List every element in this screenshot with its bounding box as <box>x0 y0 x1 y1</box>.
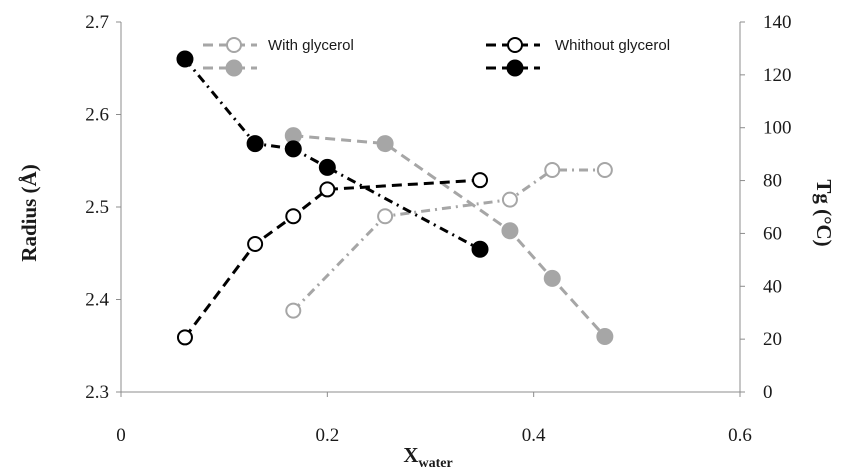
y-left-tick-label: 2.7 <box>85 12 109 33</box>
series-3-point <box>318 158 336 176</box>
series-2-point <box>319 181 336 198</box>
x-tick-label: 0 <box>116 425 126 446</box>
y-left-tick-label: 2.6 <box>85 105 109 126</box>
series-3-point <box>284 140 302 158</box>
series-2-point <box>472 172 489 189</box>
legend: With glycerol Whithout glycerol <box>203 37 670 77</box>
y-right-tick-label: 120 <box>763 65 792 86</box>
series-3-line <box>183 58 481 251</box>
series-1-point <box>501 222 519 240</box>
x-tick-label: 0.4 <box>522 425 546 446</box>
series-2-point <box>176 329 193 346</box>
y-right-tick-label: 20 <box>763 329 782 350</box>
series-0-point <box>501 191 518 208</box>
series-0-point <box>285 302 302 319</box>
y-right-tick-label: 100 <box>763 118 792 139</box>
series-3-point <box>471 240 489 258</box>
y-left-tick-label: 2.4 <box>85 290 109 311</box>
y-right-tick-label: 0 <box>763 382 773 403</box>
x-tick-label: 0.6 <box>728 425 752 446</box>
series-lines <box>183 58 606 339</box>
series-2-point <box>247 236 264 252</box>
legend-label-2: Whithout glycerol <box>555 37 670 54</box>
series-0-point <box>544 162 561 178</box>
series-3-point <box>176 50 194 68</box>
x-axis-title-main: X <box>403 443 418 467</box>
tick-labels: 2.3 2.4 2.5 2.6 2.7 0 20 40 60 80 100 120 140 0 0.2 0.4… <box>85 12 791 446</box>
y-right-tick-label: 80 <box>763 171 782 192</box>
y-left-tick-label: 2.5 <box>85 197 109 218</box>
legend-label-0: With glycerol <box>268 37 354 54</box>
series-2-line <box>183 178 481 339</box>
series-3-point <box>246 135 264 153</box>
y-axis-right-title: Tg (°C) <box>812 179 836 246</box>
x-axis-title-subscript: water <box>418 456 452 467</box>
y-right-tick-label: 140 <box>763 12 792 33</box>
series-2-point <box>285 208 302 225</box>
data-points <box>176 50 614 346</box>
series-1-point <box>376 135 394 153</box>
x-axis-title: Xwater <box>403 443 452 467</box>
legend-marker-1 <box>225 59 243 77</box>
y-right-tick-label: 40 <box>763 276 782 297</box>
legend-marker-2 <box>507 37 523 53</box>
series-1-point <box>596 328 614 345</box>
y-left-tick-label: 2.3 <box>85 382 109 403</box>
series-0-point <box>377 208 394 225</box>
y-right-tick-label: 60 <box>763 223 782 244</box>
series-0-line <box>292 168 605 312</box>
y-axis-left-title: Radius (Å) <box>17 164 41 261</box>
series-0-point <box>596 162 613 178</box>
axes <box>116 21 745 397</box>
series-1-point <box>543 269 561 287</box>
legend-marker-0 <box>226 37 242 53</box>
x-tick-label: 0.2 <box>315 425 339 446</box>
legend-marker-3 <box>506 59 524 77</box>
